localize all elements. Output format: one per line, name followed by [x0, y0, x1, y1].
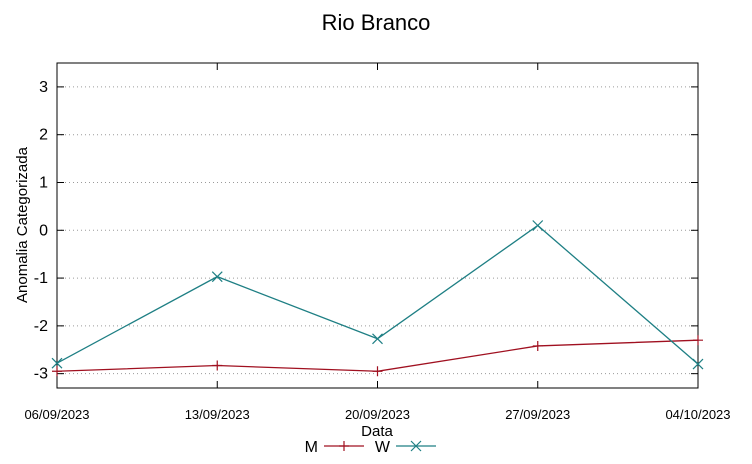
y-tick-label: -2: [34, 318, 48, 335]
x-axis-label: Data: [361, 423, 393, 440]
data-point: [532, 220, 544, 231]
y-tick-label: -1: [34, 270, 48, 287]
data-point: [410, 440, 422, 452]
data-point: [372, 333, 383, 345]
data-point: [532, 340, 543, 351]
y-tick-label: 1: [39, 174, 48, 191]
x-tick-label: 04/10/2023: [665, 407, 730, 422]
data-point: [212, 360, 223, 371]
chart-title: Rio Branco: [322, 10, 431, 35]
y-axis-label: Anomalia Categorizada: [14, 146, 31, 303]
series-m: [52, 335, 703, 377]
data-point: [339, 441, 349, 451]
data-point: [372, 366, 383, 377]
series-lines: [51, 220, 704, 377]
series-w: [51, 220, 704, 370]
y-tick-label: 2: [39, 127, 48, 144]
legend-label: W: [375, 439, 391, 456]
y-tick-label: 0: [39, 222, 48, 239]
legend-label: M: [305, 439, 318, 456]
x-tick-label: 27/09/2023: [505, 407, 570, 422]
y-tick-label: -3: [34, 366, 48, 383]
data-point: [692, 358, 704, 370]
data-point: [51, 357, 63, 369]
x-tick-label: 13/09/2023: [185, 407, 250, 422]
x-tick-label: 06/09/2023: [24, 407, 89, 422]
gridlines: [57, 86, 698, 375]
x-axis-ticks: 06/09/2023 13/09/2023 20/09/2023 27/09/2023…: [24, 63, 731, 422]
data-point: [693, 335, 703, 346]
data-point: [211, 271, 223, 283]
data-point: [52, 366, 62, 377]
x-tick-label: 20/09/2023: [345, 407, 410, 422]
y-tick-label: 3: [39, 79, 48, 96]
y-axis-ticks: 3 2 1 0 -1 -2 -3: [34, 79, 698, 383]
